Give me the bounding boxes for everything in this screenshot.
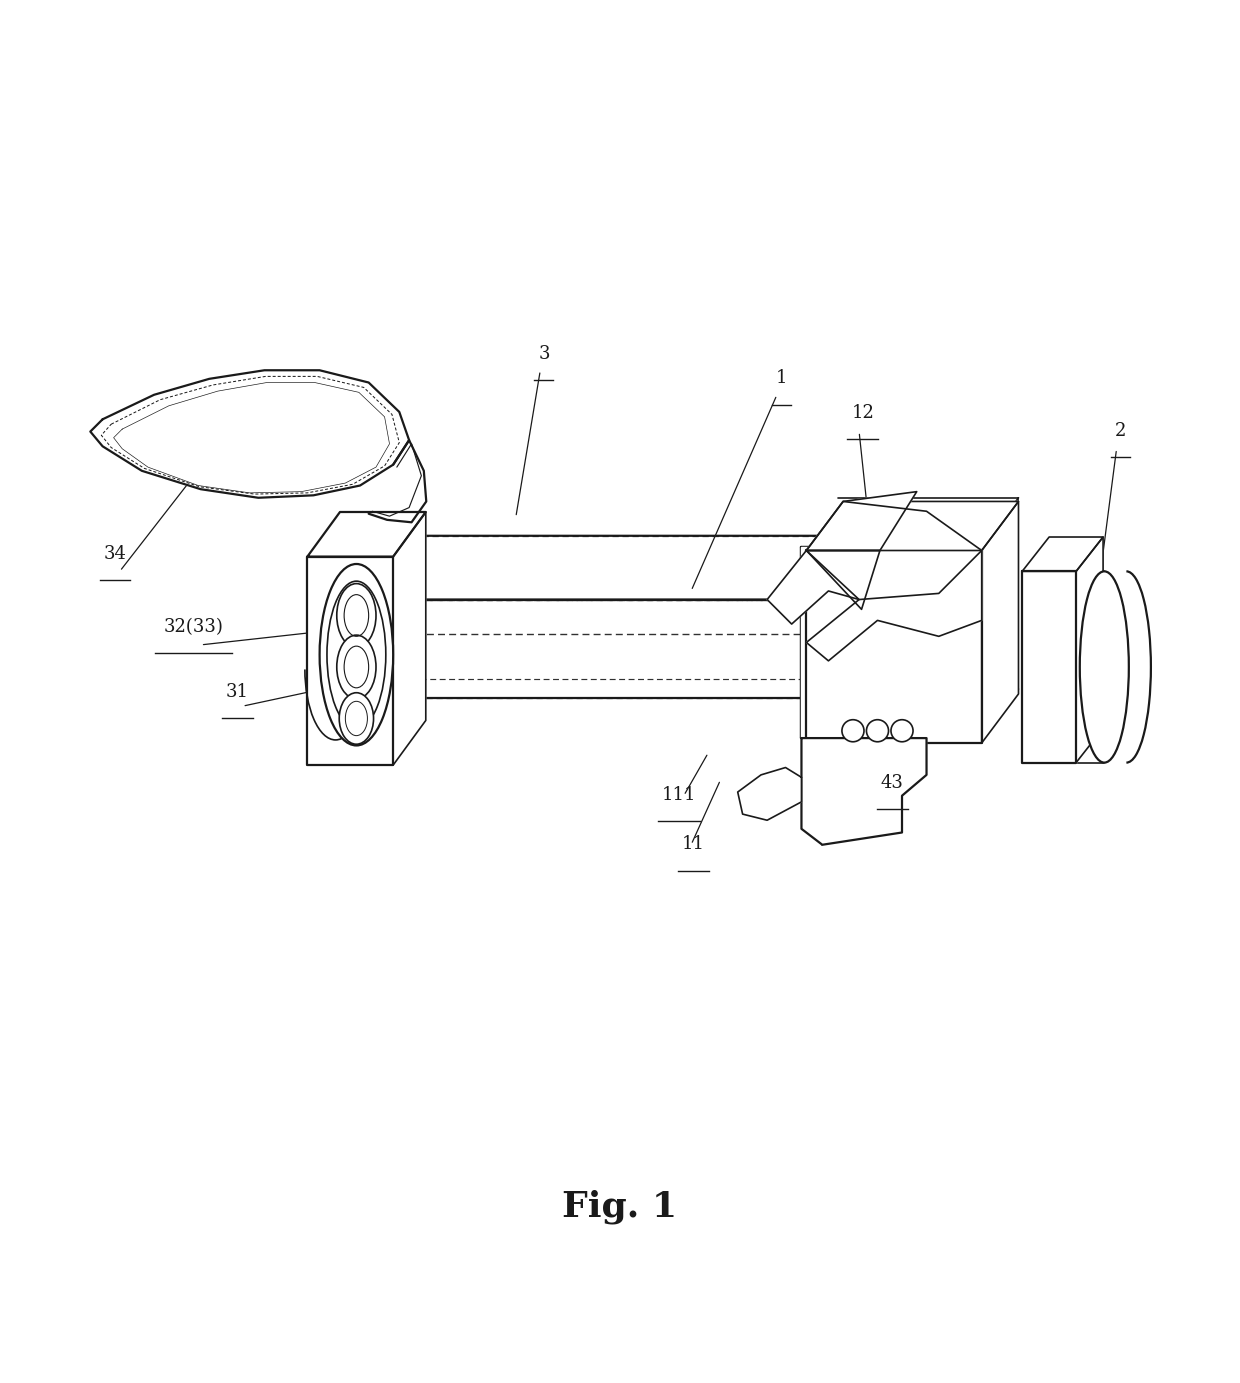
Polygon shape	[1022, 537, 1104, 571]
Text: 2: 2	[1115, 422, 1126, 440]
Text: 43: 43	[880, 774, 904, 792]
Circle shape	[842, 719, 864, 741]
Polygon shape	[336, 600, 893, 697]
Ellipse shape	[320, 564, 393, 745]
Polygon shape	[1022, 571, 1076, 762]
Text: 32(33): 32(33)	[164, 618, 223, 636]
Text: 1: 1	[776, 369, 787, 387]
Ellipse shape	[340, 693, 373, 744]
Polygon shape	[738, 768, 801, 820]
Text: 11: 11	[682, 835, 706, 853]
Text: 111: 111	[662, 787, 696, 805]
Text: 34: 34	[103, 545, 126, 563]
Polygon shape	[336, 535, 939, 600]
Circle shape	[867, 719, 889, 741]
Polygon shape	[806, 502, 1018, 550]
Polygon shape	[91, 371, 409, 498]
Ellipse shape	[337, 584, 376, 647]
Circle shape	[892, 719, 913, 741]
Polygon shape	[308, 556, 393, 765]
Polygon shape	[801, 546, 982, 739]
Polygon shape	[806, 550, 880, 610]
Ellipse shape	[337, 635, 376, 698]
Polygon shape	[806, 491, 916, 550]
Text: 12: 12	[852, 404, 874, 422]
Polygon shape	[393, 512, 425, 765]
Polygon shape	[1076, 537, 1104, 762]
Polygon shape	[768, 550, 982, 661]
Polygon shape	[982, 502, 1018, 743]
Polygon shape	[801, 739, 926, 845]
Polygon shape	[893, 535, 939, 697]
Polygon shape	[806, 502, 982, 600]
Text: Fig. 1: Fig. 1	[563, 1189, 677, 1224]
Text: 31: 31	[226, 683, 249, 701]
Text: 3: 3	[538, 344, 549, 362]
Polygon shape	[806, 550, 982, 743]
Ellipse shape	[1080, 571, 1128, 762]
Polygon shape	[308, 512, 425, 556]
